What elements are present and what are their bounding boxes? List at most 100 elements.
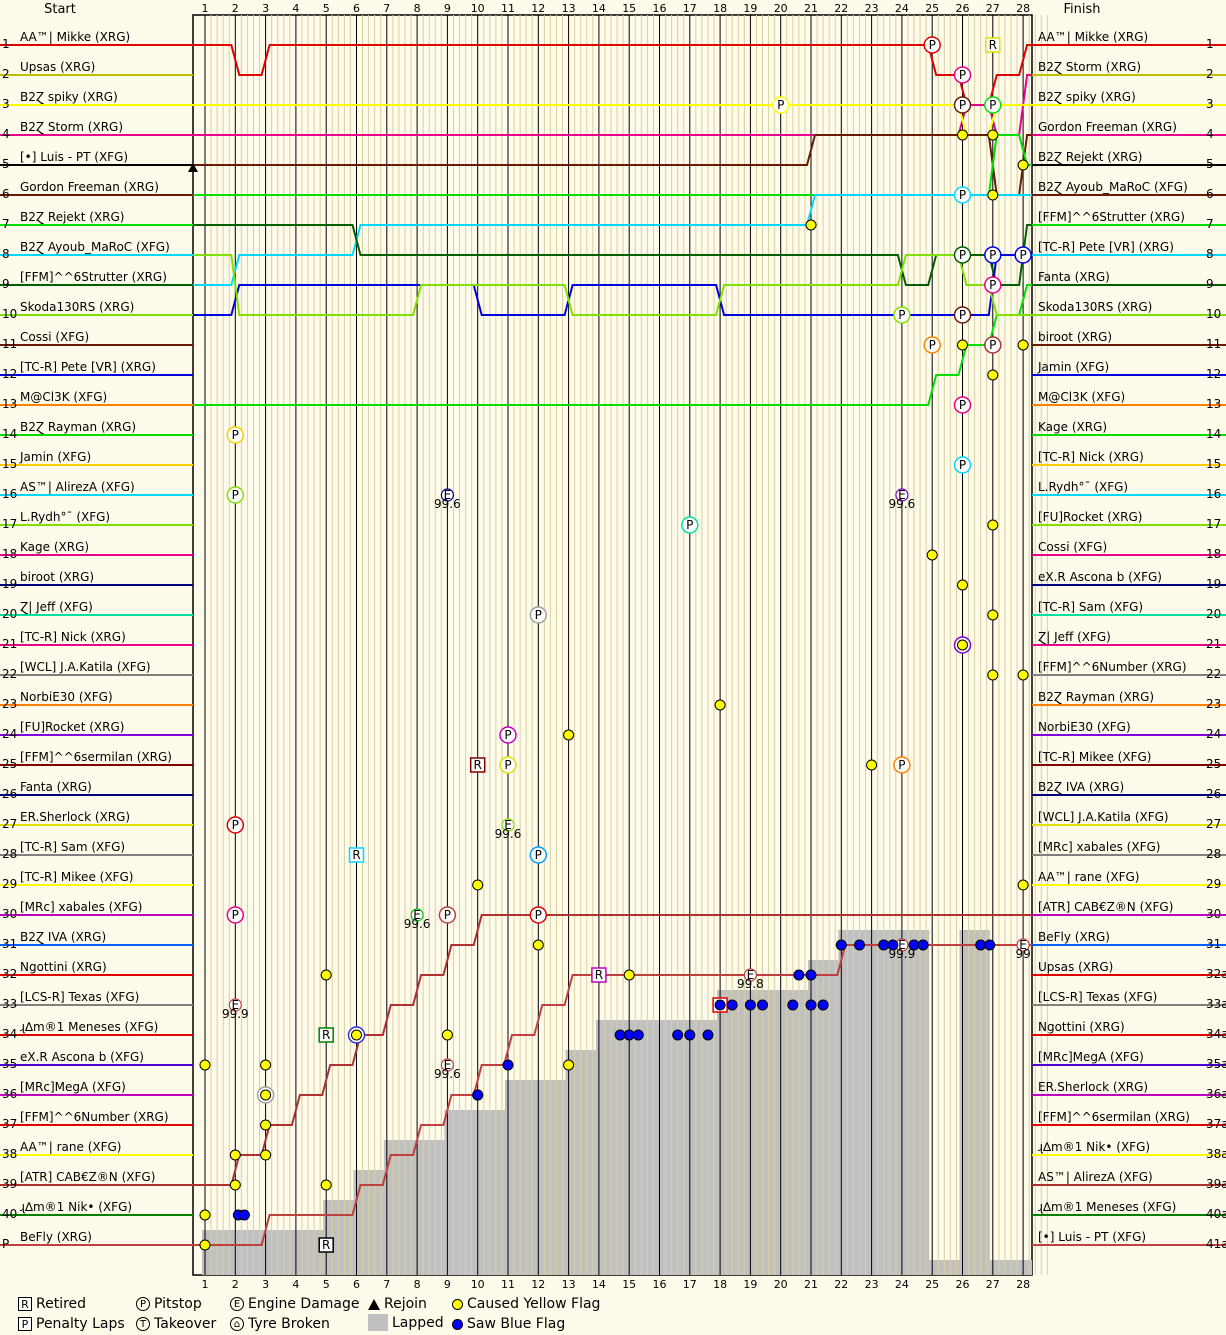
finish-position-label: 32a [1206,967,1226,981]
pitstop-marker [984,96,1002,114]
yellow-flag-marker [623,969,635,981]
yellow-flag-marker [987,609,999,621]
retired-marker-label: R [322,1238,330,1252]
start-driver-label: BeFly (XRG) [20,1230,92,1244]
pitstop-marker-label: P [989,248,996,262]
lap-label-bottom: 20 [774,1278,788,1291]
finish-driver-label: ɻ∆m®1 Nik• (XFG) [1038,1140,1150,1154]
blue-flag-marker [702,1029,714,1041]
lap-label-top: 13 [562,2,576,15]
start-position-label: 28 [2,847,17,861]
finish-driver-label: Ɀ| Jeff (XFG) [1038,630,1111,645]
finish-position-label: 19 [1206,577,1221,591]
engine-damage-marker-label: E [504,818,512,832]
start-driver-label: Fanta (XRG) [20,780,92,794]
finish-position-label: 35a [1206,1057,1226,1071]
series-line [193,284,1032,406]
start-driver-label: [WCL] J.A.Katila (XFG) [20,660,151,674]
pitstop-marker [953,396,972,414]
pitstop-marker-label: P [989,278,996,292]
lap-label-top: 22 [834,2,848,15]
start-position-label: 14 [2,427,17,441]
lap-label-top: 28 [1016,2,1030,15]
retired-marker [591,967,607,983]
pitstop-marker [771,96,790,114]
pitstop-marker-label: P [1019,248,1026,262]
pitstop-marker-label: P [959,188,966,202]
finish-driver-label: [LCS-R] Texas (XFG) [1038,990,1157,1004]
lapped-block [202,1230,324,1275]
pitstop-marker [438,906,457,924]
yellow-flag-marker [320,1179,332,1191]
pitstop-marker [893,306,911,324]
start-position-label: 11 [2,337,17,351]
start-driver-label: [ATR] CAB€Z®N (XFG) [20,1170,155,1184]
start-position-label: 40 [2,1207,17,1221]
start-driver-label: Ngottini (XRG) [20,960,107,974]
start-position-label: 35 [2,1057,17,1071]
yellow-flag-marker [957,639,968,651]
finish-position-label: 31 [1206,937,1221,951]
finish-driver-label: biroot (XRG) [1038,330,1112,344]
lap-label-bottom: 12 [531,1278,545,1291]
tyre-broken-icon: ⌂ [230,1317,244,1331]
start-position-label: 17 [2,517,17,531]
legend-tyre: ⌂ Tyre Broken [230,1316,330,1332]
engine-damage-value: 99.6 [889,497,916,511]
pitstop-marker [1014,246,1032,264]
engine-damage-marker-label: E [898,938,906,952]
pitstop-marker [529,606,548,624]
rejoin-marker [188,163,198,172]
start-position-label: 12 [2,367,17,381]
lap-label-top: 15 [622,2,636,15]
pitstop-marker-label: P [959,398,966,412]
yellow-flag-marker [1017,669,1029,681]
pitstop-marker [226,426,245,444]
yellow-flag-marker [260,1059,272,1071]
legend-pitstop: P Pitstop [136,1296,202,1312]
pitstop-marker [499,756,517,774]
pitstop-marker [953,66,972,84]
yellow-flag-marker [260,1089,272,1101]
yellow-flag-marker [1017,879,1029,891]
yellow-flag-marker [987,129,999,141]
finish-position-label: 28 [1206,847,1221,861]
start-driver-label: [TC-R] Nick (XRG) [20,630,126,644]
pitstop-marker [529,906,548,924]
finish-position-label: 18 [1206,547,1221,561]
start-position-label: 10 [2,307,17,321]
engine-damage-marker-label: E [413,908,421,922]
engine-damage-marker-label: E [747,968,755,982]
finish-driver-label: [TC-R] Mikee (XFG) [1038,750,1151,764]
blue-flag-marker [887,939,899,951]
lap-label-top: 21 [804,2,818,15]
pitstop-marker-label: P [959,308,966,322]
yellow-flag-marker [229,1179,241,1191]
pitstop-marker-label: P [898,308,905,322]
lap-label-top: 3 [262,2,269,15]
series-line [193,914,1032,1186]
blue-flag-marker [726,999,738,1011]
takeover-icon: T [136,1317,150,1331]
lap-label-bottom: 24 [895,1278,909,1291]
start-position-label: 29 [2,877,17,891]
start-driver-label: [TC-R] Mikee (XFG) [20,870,133,884]
pitstop-marker [499,726,517,744]
engine-damage-icon: E [230,1297,244,1311]
pitstop-marker [984,276,1002,294]
blue-flag-marker [805,969,817,981]
finish-position-label: 36a [1206,1087,1226,1101]
start-position-label: 31 [2,937,17,951]
pitstop-icon: P [136,1297,150,1311]
lap-label-top: 25 [925,2,939,15]
finish-position-label: 15 [1206,457,1221,471]
blue-flag-marker [502,1059,514,1071]
pitstop-marker-label: P [777,98,784,112]
finish-position-label: 26 [1206,787,1221,801]
start-position-label: 24 [2,727,17,741]
blue-flag-marker [817,999,829,1011]
finish-driver-label: B2Ɀ spiky (XRG) [1038,90,1136,105]
pitstop-marker [984,336,1002,354]
pitstop-marker [529,846,548,864]
yellow-flag-marker [957,129,968,141]
